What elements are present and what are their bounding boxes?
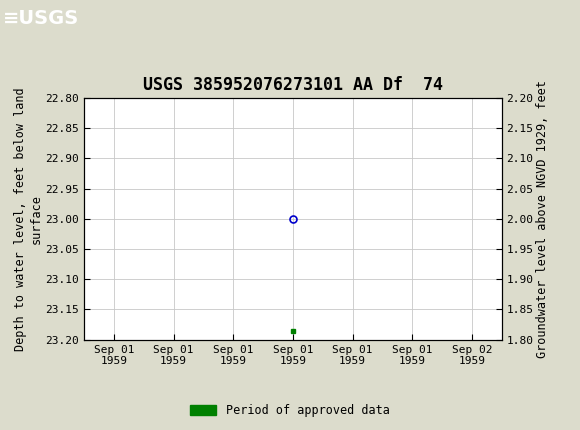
Text: ≡USGS: ≡USGS bbox=[3, 9, 79, 28]
Y-axis label: Depth to water level, feet below land
surface: Depth to water level, feet below land su… bbox=[14, 87, 43, 351]
Y-axis label: Groundwater level above NGVD 1929, feet: Groundwater level above NGVD 1929, feet bbox=[536, 80, 549, 358]
Title: USGS 385952076273101 AA Df  74: USGS 385952076273101 AA Df 74 bbox=[143, 76, 443, 94]
Legend: Period of approved data: Period of approved data bbox=[186, 399, 394, 422]
